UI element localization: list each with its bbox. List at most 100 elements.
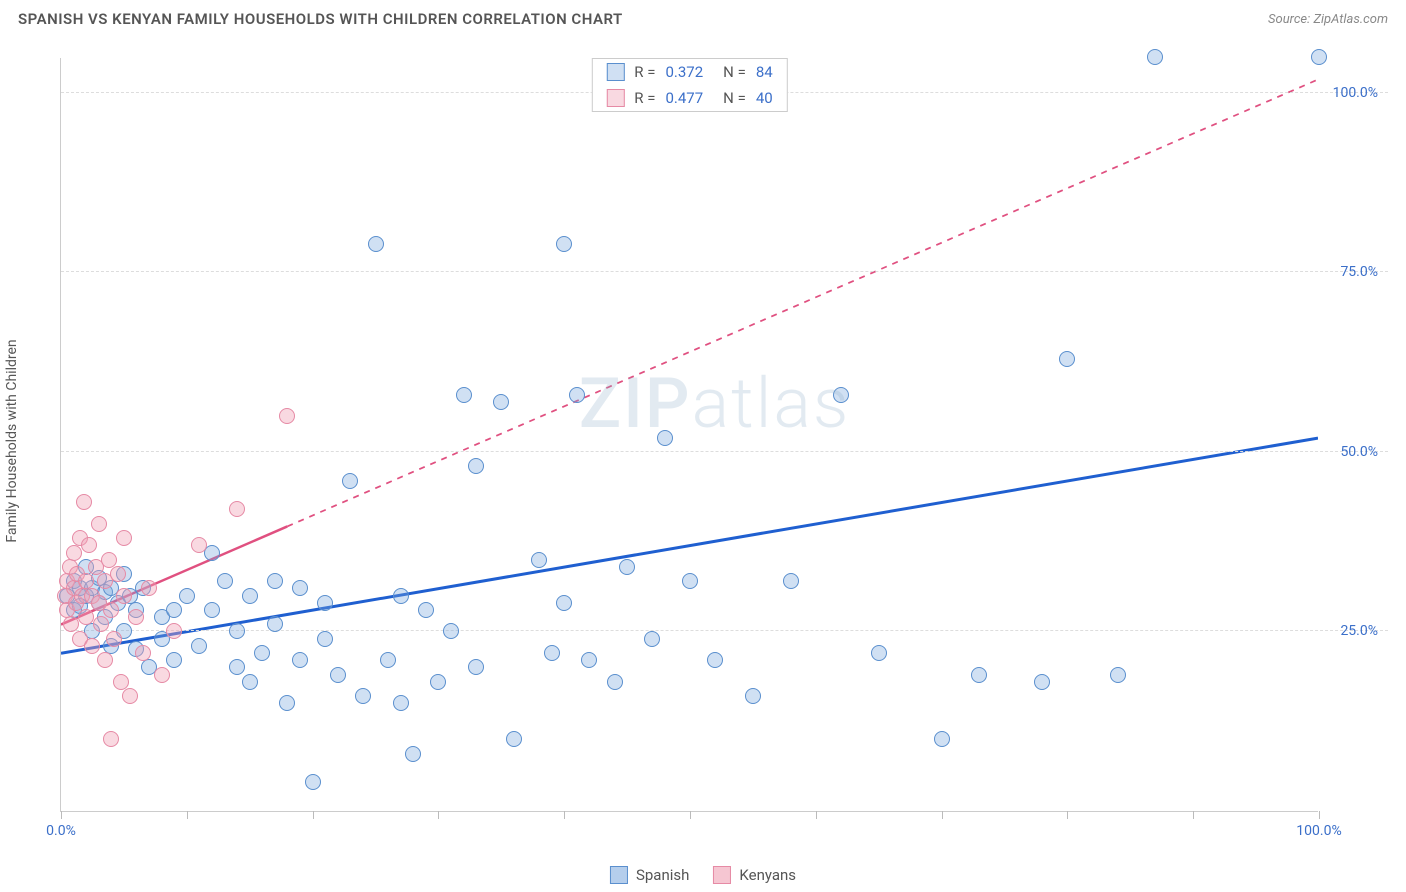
data-point [1147,49,1163,65]
n-value: 84 [756,63,773,81]
data-point [971,667,987,683]
data-point [166,602,182,618]
data-point [122,688,138,704]
x-tick [313,811,314,819]
data-point [506,731,522,747]
data-point [1110,667,1126,683]
series-label: Spanish [636,866,689,884]
data-point [644,631,660,647]
x-tick [564,811,565,819]
data-point [292,652,308,668]
data-point [368,236,384,252]
data-point [110,566,126,582]
correlation-legend-row: R =0.477N =40 [592,85,786,111]
legend-swatch [606,63,624,81]
data-point [544,645,560,661]
data-point [141,580,157,596]
data-point [106,631,122,647]
data-point [745,688,761,704]
data-point [607,674,623,690]
data-point [317,631,333,647]
n-label: N = [723,89,746,107]
data-point [217,573,233,589]
data-point [393,588,409,604]
data-point [456,387,472,403]
data-point [317,595,333,611]
trend-line-solid [61,438,1318,653]
data-point [191,638,207,654]
series-legend-item: Kenyans [713,866,796,884]
series-legend: Spanish Kenyans [610,866,796,884]
data-point [84,638,100,654]
data-point [166,652,182,668]
data-point [179,588,195,604]
legend-swatch [606,89,624,107]
data-point [405,746,421,762]
data-point [81,537,97,553]
watermark: ZIPatlas [579,363,851,445]
data-point [242,588,258,604]
data-point [242,674,258,690]
data-point [934,731,950,747]
y-tick-label: 25.0% [1340,623,1378,639]
x-tick [1319,811,1320,819]
chart-title: SPANISH VS KENYAN FAMILY HOUSEHOLDS WITH… [18,10,623,28]
correlation-legend: R =0.372N =84R =0.477N =40 [591,58,787,112]
data-point [113,674,129,690]
data-point [305,774,321,790]
data-point [97,652,113,668]
data-point [229,659,245,675]
data-point [103,602,119,618]
gridline [61,271,1388,272]
plot-area: ZIPatlas R =0.372N =84R =0.477N =40 25.0… [60,58,1318,812]
data-point [116,588,132,604]
data-point [1034,674,1050,690]
data-point [330,667,346,683]
data-point [556,595,572,611]
trend-line-dashed [287,80,1318,527]
data-point [430,674,446,690]
gridline [61,451,1388,452]
x-tick [942,811,943,819]
data-point [267,573,283,589]
data-point [833,387,849,403]
legend-swatch [610,866,628,884]
data-point [191,537,207,553]
data-point [279,408,295,424]
data-point [493,394,509,410]
data-point [279,695,295,711]
data-point [783,573,799,589]
data-point [166,623,182,639]
data-point [355,688,371,704]
data-point [91,516,107,532]
data-point [204,602,220,618]
correlation-legend-row: R =0.372N =84 [592,59,786,85]
r-value: 0.372 [665,63,703,81]
y-tick-label: 50.0% [1340,444,1378,460]
data-point [116,530,132,546]
y-tick-label: 100.0% [1333,85,1378,101]
x-tick [1193,811,1194,819]
data-point [380,652,396,668]
x-tick [187,811,188,819]
data-point [292,580,308,596]
data-point [229,623,245,639]
data-point [1059,351,1075,367]
data-point [63,616,79,632]
n-label: N = [723,63,746,81]
data-point [342,473,358,489]
x-tick [690,811,691,819]
chart: Family Households with Children ZIPatlas… [18,40,1388,842]
data-point [443,623,459,639]
data-point [531,552,547,568]
data-point [229,501,245,517]
r-value: 0.477 [665,89,703,107]
data-point [657,430,673,446]
data-point [254,645,270,661]
data-point [1311,49,1327,65]
data-point [267,616,283,632]
y-axis-label: Family Households with Children [4,339,20,542]
data-point [135,645,151,661]
legend-swatch [713,866,731,884]
data-point [128,609,144,625]
